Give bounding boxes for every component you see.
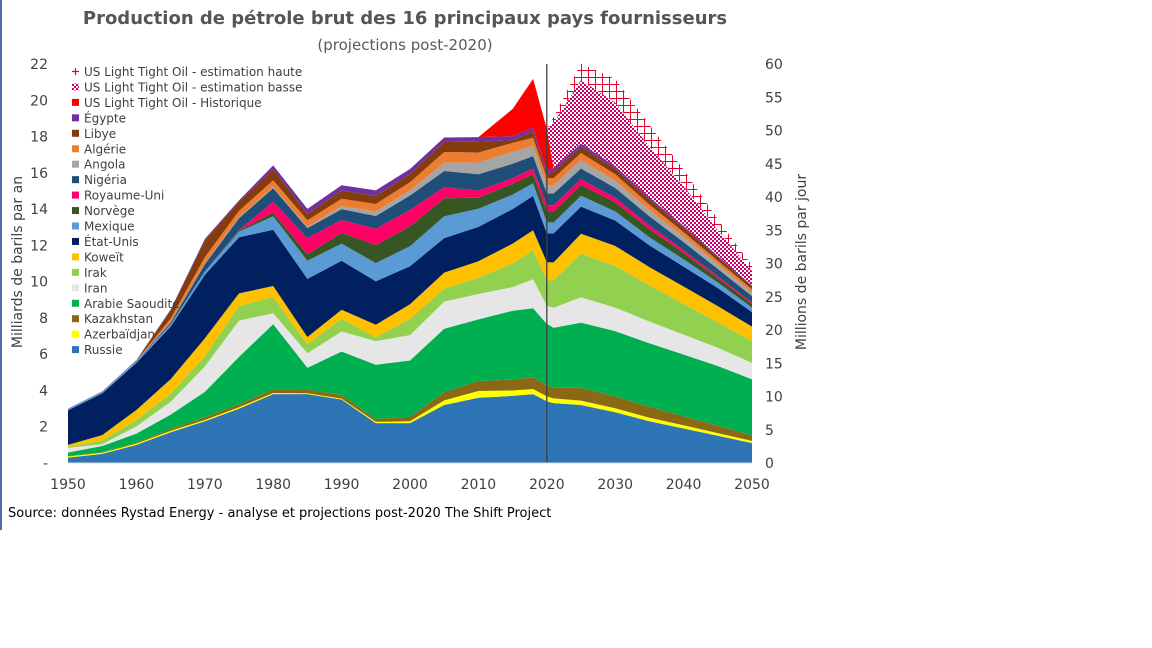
legend-label-nigeria: Nigéria — [84, 173, 127, 187]
legend-swatch-arabie-saoudite — [72, 299, 79, 307]
y2-tick-label: 35 — [765, 223, 783, 239]
area-russie — [68, 394, 752, 463]
x-tick-label: 1980 — [255, 477, 291, 493]
legend-swatch-us-light-tight-oil-historique — [72, 98, 79, 106]
chart-subtitle: (projections post-2020) — [317, 36, 493, 54]
y2-tick-label: 20 — [765, 323, 783, 339]
chart-title: Production de pétrole brut des 16 princi… — [82, 8, 728, 29]
legend-label-etat-unis: État-Unis — [84, 234, 139, 249]
legend-swatch-azerbaidjan — [72, 330, 79, 338]
y-tick-label: 18 — [30, 130, 48, 146]
legend-label-us-light-tight-oil-estimation-basse: US Light Tight Oil - estimation basse — [84, 80, 302, 94]
legend-swatch-nigeria — [72, 176, 79, 184]
y-tick-label: 8 — [39, 311, 48, 327]
x-tick-label: 2000 — [392, 477, 428, 493]
x-tick-label: 2010 — [461, 477, 497, 493]
legend-label-angola: Angola — [84, 158, 125, 172]
y2-tick-label: 50 — [765, 124, 783, 140]
x-tick-label: 2050 — [734, 477, 770, 493]
y2-tick-label: 25 — [765, 290, 783, 306]
legend-swatch-russie — [72, 346, 79, 354]
legend-swatch-cross — [72, 68, 79, 75]
legend-label-kazakhstan: Kazakhstan — [84, 312, 153, 326]
y-tick-label: 22 — [30, 57, 48, 73]
left-axis-ticks: - 2 4 6 8 10 12 14 16 18 20 22 — [30, 57, 48, 472]
x-tick-label: 1970 — [187, 477, 223, 493]
legend-label-koweit: Koweït — [84, 250, 124, 264]
x-tick-label: 1950 — [50, 477, 86, 493]
area-nigeria — [68, 156, 752, 410]
y-tick-label: 6 — [39, 347, 48, 363]
legend-swatch-royaume-uni — [72, 191, 79, 199]
y2-tick-label: 15 — [765, 356, 783, 372]
legend-swatch-mexique — [72, 222, 79, 230]
legend-label-azerbaidjan: Azerbaïdjan — [84, 328, 155, 342]
legend-label-mexique: Mexique — [84, 220, 135, 234]
legend-swatch-egypte — [72, 114, 79, 122]
y-tick-label: 10 — [30, 275, 48, 291]
area-arabie-saoudite — [68, 308, 752, 457]
y-tick-label: 4 — [39, 383, 48, 399]
legend-swatch-libye — [72, 129, 79, 137]
x-axis-ticks: 1950 1960 1970 1980 1990 2000 2010 2020 2030 2040… — [50, 477, 770, 493]
x-tick-label: 2030 — [597, 477, 633, 493]
legend: US Light Tight Oil - estimation hauteUS … — [72, 65, 302, 357]
legend-label-iran: Iran — [84, 281, 107, 295]
legend-swatch-norvege — [72, 207, 79, 215]
y-tick-label: 12 — [30, 238, 48, 254]
legend-swatch-kazakhstan — [72, 315, 79, 323]
y2-tick-label: 55 — [765, 90, 783, 106]
x-tick-label: 1990 — [324, 477, 360, 493]
legend-label-us-light-tight-oil-historique: US Light Tight Oil - Historique — [84, 96, 262, 110]
left-axis-label: Milliards de barils par an — [10, 176, 26, 348]
y-tick-label: 2 — [39, 420, 48, 436]
right-axis-ticks: 0 5 10 15 20 25 30 35 40 45 50 55 60 — [765, 57, 783, 472]
area-etat-unis — [68, 195, 752, 445]
legend-swatch-etat-unis — [72, 237, 79, 245]
y2-tick-label: 40 — [765, 190, 783, 206]
y2-tick-label: 10 — [765, 390, 783, 406]
y2-tick-label: 0 — [765, 456, 774, 472]
y2-tick-label: 45 — [765, 157, 783, 173]
y-tick-label: - — [43, 456, 48, 472]
left-border — [0, 0, 2, 530]
legend-label-arabie-saoudite: Arabie Saoudite — [84, 297, 180, 311]
y-tick-label: 16 — [30, 166, 48, 182]
legend-swatch-us-light-tight-oil-estimation-basse — [72, 83, 79, 91]
area-layers — [68, 63, 752, 463]
legend-label-royaume-uni: Royaume-Uni — [84, 189, 164, 203]
legend-label-egypte: Égypte — [84, 110, 126, 125]
x-tick-label: 1960 — [119, 477, 155, 493]
legend-label-libye: Libye — [84, 127, 116, 141]
legend-label-norvege: Norvège — [84, 204, 135, 218]
y-tick-label: 20 — [30, 93, 48, 109]
legend-swatch-algerie — [72, 145, 79, 153]
area-koweit — [68, 230, 752, 447]
legend-swatch-angola — [72, 160, 79, 168]
area-kazakhstan — [68, 377, 752, 457]
legend-label-irak: Irak — [84, 266, 107, 280]
x-tick-label: 2040 — [666, 477, 702, 493]
y-tick-label: 14 — [30, 202, 48, 218]
legend-label-russie: Russie — [84, 343, 123, 357]
y2-tick-label: 60 — [765, 57, 783, 73]
legend-swatch-iran — [72, 284, 79, 292]
stacked-area-chart: - 2 4 6 8 10 12 14 16 18 20 22 0 5 10 15 20 25 30 35 40 45 50… — [10, 57, 810, 493]
area-royaume-uni — [68, 168, 752, 410]
y2-tick-label: 5 — [765, 423, 774, 439]
x-tick-label: 2020 — [529, 477, 565, 493]
legend-swatch-koweit — [72, 253, 79, 261]
source-note: Source: données Rystad Energy - analyse … — [8, 506, 552, 521]
area-iran — [68, 279, 752, 453]
y2-tick-label: 30 — [765, 257, 783, 273]
legend-swatch-irak — [72, 268, 79, 276]
legend-label-algerie: Algérie — [84, 142, 126, 156]
right-axis-label: Millions de barils par jour — [794, 174, 810, 351]
legend-label-us-light-tight-oil-estimation-haute: US Light Tight Oil - estimation haute — [84, 65, 302, 79]
